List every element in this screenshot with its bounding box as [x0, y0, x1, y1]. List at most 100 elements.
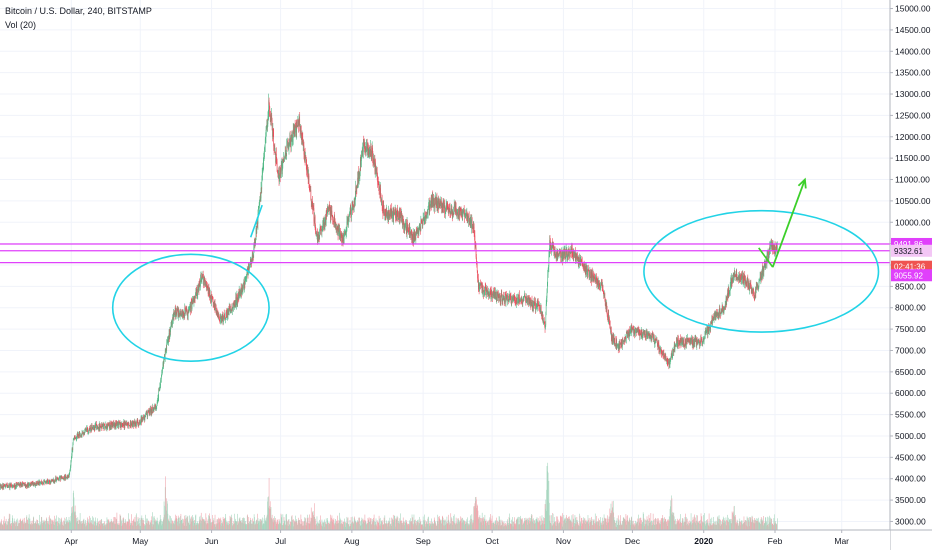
- candle-body: [129, 425, 130, 427]
- volume-bar: [701, 521, 703, 530]
- candle-body: [166, 342, 168, 350]
- candle-body: [42, 482, 43, 485]
- volume-bar: [119, 523, 120, 530]
- volume-bar: [613, 517, 615, 530]
- candle-body: [137, 420, 138, 423]
- candle-body: [444, 205, 445, 212]
- volume-bar: [763, 523, 765, 530]
- candle-body: [393, 211, 395, 215]
- volume-bar: [202, 519, 204, 530]
- volume-bar: [90, 523, 92, 530]
- candle-body: [167, 339, 169, 341]
- candle-body: [143, 416, 145, 420]
- candle-body: [410, 234, 412, 236]
- volume-bar: [598, 518, 599, 530]
- candle-body: [346, 230, 347, 233]
- candle-body: [252, 254, 253, 261]
- volume-bar: [304, 517, 306, 530]
- volume-bar: [328, 522, 330, 530]
- volume-bar: [202, 517, 204, 530]
- volume-bar: [668, 522, 669, 530]
- volume-bar: [150, 522, 151, 530]
- volume-bar: [11, 515, 13, 530]
- volume-bar: [732, 514, 734, 530]
- volume-bar: [256, 519, 257, 530]
- volume-bar: [312, 511, 314, 530]
- volume-bar: [389, 526, 390, 530]
- candle-body: [443, 201, 445, 209]
- volume-bar: [117, 524, 119, 530]
- volume-bar: [658, 522, 660, 530]
- candle-body: [361, 156, 362, 162]
- volume-bar: [627, 521, 629, 530]
- volume-bar: [753, 522, 754, 530]
- volume-bar: [740, 521, 741, 530]
- volume-bar: [281, 514, 282, 530]
- volume-bar: [757, 522, 759, 530]
- volume-bar: [4, 523, 5, 530]
- candle-body: [468, 216, 469, 222]
- volume-bar: [688, 520, 690, 530]
- candle-body: [448, 210, 449, 213]
- candle-body: [183, 313, 185, 317]
- volume-bar: [50, 518, 51, 530]
- candle-body: [549, 240, 550, 253]
- volume-bar: [697, 521, 699, 530]
- candle-body: [60, 476, 61, 480]
- candle-body: [161, 376, 162, 379]
- volume-bar: [351, 516, 353, 530]
- volume-bar: [775, 524, 777, 530]
- volume-bar: [745, 521, 747, 530]
- volume-bar: [483, 521, 485, 530]
- volume-bar: [235, 520, 236, 530]
- candle-body: [27, 484, 29, 487]
- candle-body: [54, 480, 56, 482]
- volume-bar: [501, 520, 503, 530]
- volume-bar: [752, 519, 754, 530]
- candle-body: [460, 209, 462, 212]
- volume-bar: [529, 523, 531, 530]
- volume-bar: [535, 519, 537, 530]
- candle-body: [345, 232, 347, 235]
- candle-body: [440, 202, 442, 204]
- volume-bar: [227, 521, 229, 530]
- candle-body: [330, 209, 331, 219]
- volume-bar: [298, 519, 300, 530]
- volume-bar: [649, 518, 650, 530]
- candle-body: [76, 433, 78, 436]
- volume-bar: [427, 517, 429, 530]
- volume-bar: [145, 521, 147, 530]
- candle-body: [158, 389, 159, 398]
- volume-bar: [314, 517, 315, 530]
- volume-bar: [470, 518, 472, 530]
- candle-body: [134, 421, 136, 425]
- volume-bar: [434, 519, 435, 530]
- volume-bar: [428, 524, 430, 530]
- volume-bar: [630, 522, 632, 530]
- candle-body: [301, 137, 302, 145]
- volume-bar: [105, 523, 107, 530]
- volume-bar: [621, 525, 622, 530]
- candle-body: [30, 483, 31, 487]
- volume-bar: [90, 522, 92, 530]
- candle-body: [33, 485, 35, 486]
- volume-bar: [20, 519, 21, 530]
- candle-body: [535, 307, 537, 309]
- volume-bar: [393, 522, 394, 530]
- candle-body: [420, 221, 422, 223]
- candle-body: [82, 432, 84, 435]
- volume-bar: [571, 515, 573, 530]
- volume-bar: [491, 520, 493, 530]
- volume-bar: [622, 521, 624, 530]
- volume-bar: [42, 522, 44, 530]
- volume-bar: [301, 523, 303, 530]
- volume-bar: [263, 523, 264, 530]
- volume-bar: [278, 518, 280, 530]
- volume-bar: [640, 517, 641, 530]
- volume-bar: [698, 520, 700, 530]
- volume-bar: [231, 518, 233, 530]
- volume-bar: [371, 518, 373, 530]
- candle-body: [405, 223, 406, 227]
- candle-body: [272, 129, 274, 132]
